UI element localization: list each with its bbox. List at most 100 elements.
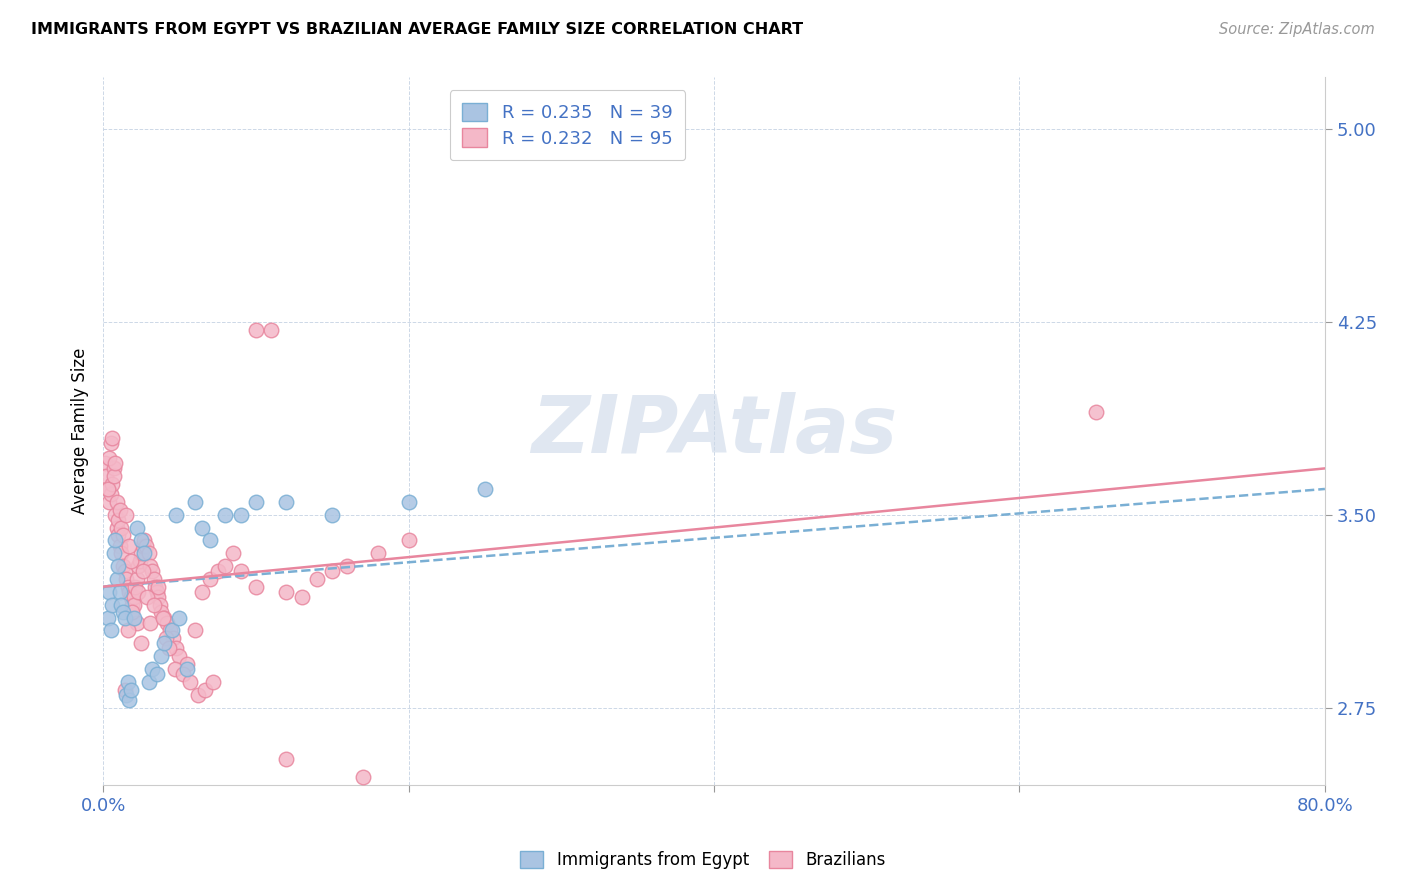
Point	[105, 520, 128, 534]
Point	[100, 624, 122, 638]
Point	[207, 564, 229, 578]
Point	[124, 580, 146, 594]
Point	[110, 546, 132, 560]
Point	[321, 564, 343, 578]
Point	[97, 482, 120, 496]
Point	[367, 546, 389, 560]
Point	[96, 469, 118, 483]
Point	[156, 615, 179, 630]
Point	[114, 610, 136, 624]
Point	[101, 598, 124, 612]
Point	[160, 624, 183, 638]
Point	[100, 435, 122, 450]
Point	[176, 657, 198, 671]
Point	[153, 610, 176, 624]
Point	[114, 564, 136, 578]
Text: Source: ZipAtlas.com: Source: ZipAtlas.com	[1219, 22, 1375, 37]
Point	[138, 546, 160, 560]
Point	[139, 615, 162, 630]
Point	[474, 482, 496, 496]
Point	[125, 520, 148, 534]
Point	[131, 533, 153, 548]
Point	[152, 610, 174, 624]
Point	[352, 770, 374, 784]
Point	[176, 662, 198, 676]
Point	[105, 572, 128, 586]
Point	[97, 482, 120, 496]
Point	[108, 502, 131, 516]
Point	[305, 572, 328, 586]
Point	[110, 520, 132, 534]
Point	[146, 590, 169, 604]
Point	[165, 508, 187, 522]
Point	[198, 533, 221, 548]
Point	[122, 590, 145, 604]
Point	[149, 598, 172, 612]
Point	[169, 610, 191, 624]
Text: ZIPAtlas: ZIPAtlas	[531, 392, 897, 470]
Point	[194, 682, 217, 697]
Point	[276, 585, 298, 599]
Point	[125, 615, 148, 630]
Y-axis label: Average Family Size: Average Family Size	[72, 348, 89, 515]
Point	[336, 559, 359, 574]
Point	[122, 598, 145, 612]
Point	[127, 559, 149, 574]
Point	[145, 585, 167, 599]
Point	[1084, 405, 1107, 419]
Point	[115, 572, 138, 586]
Point	[172, 667, 194, 681]
Point	[191, 520, 214, 534]
Point	[117, 674, 139, 689]
Point	[159, 624, 181, 638]
Point	[101, 476, 124, 491]
Point	[120, 682, 142, 697]
Point	[131, 546, 153, 560]
Point	[111, 606, 134, 620]
Point	[163, 662, 186, 676]
Point	[276, 752, 298, 766]
Point	[134, 546, 156, 560]
Point	[107, 559, 129, 574]
Point	[184, 495, 207, 509]
Point	[93, 456, 115, 470]
Point	[132, 564, 155, 578]
Point	[134, 533, 156, 548]
Point	[108, 539, 131, 553]
Point	[118, 693, 141, 707]
Point	[245, 322, 267, 336]
Point	[103, 469, 125, 483]
Point	[104, 508, 127, 522]
Point	[245, 495, 267, 509]
Point	[121, 606, 143, 620]
Point	[162, 631, 184, 645]
Point	[291, 590, 314, 604]
Point	[150, 649, 173, 664]
Point	[214, 559, 236, 574]
Point	[214, 508, 236, 522]
Point	[398, 533, 420, 548]
Point	[229, 564, 252, 578]
Point	[153, 636, 176, 650]
Point	[245, 580, 267, 594]
Point	[179, 674, 201, 689]
Point	[108, 585, 131, 599]
Point	[117, 624, 139, 638]
Point	[143, 580, 166, 594]
Point	[141, 564, 163, 578]
Point	[105, 495, 128, 509]
Point	[127, 585, 149, 599]
Point	[157, 641, 180, 656]
Point	[146, 580, 169, 594]
Point	[122, 610, 145, 624]
Point	[276, 495, 298, 509]
Point	[115, 688, 138, 702]
Point	[139, 559, 162, 574]
Point	[98, 585, 121, 599]
Point	[222, 546, 245, 560]
Point	[135, 539, 157, 553]
Point	[229, 508, 252, 522]
Point	[128, 554, 150, 568]
Point	[101, 431, 124, 445]
Point	[132, 539, 155, 553]
